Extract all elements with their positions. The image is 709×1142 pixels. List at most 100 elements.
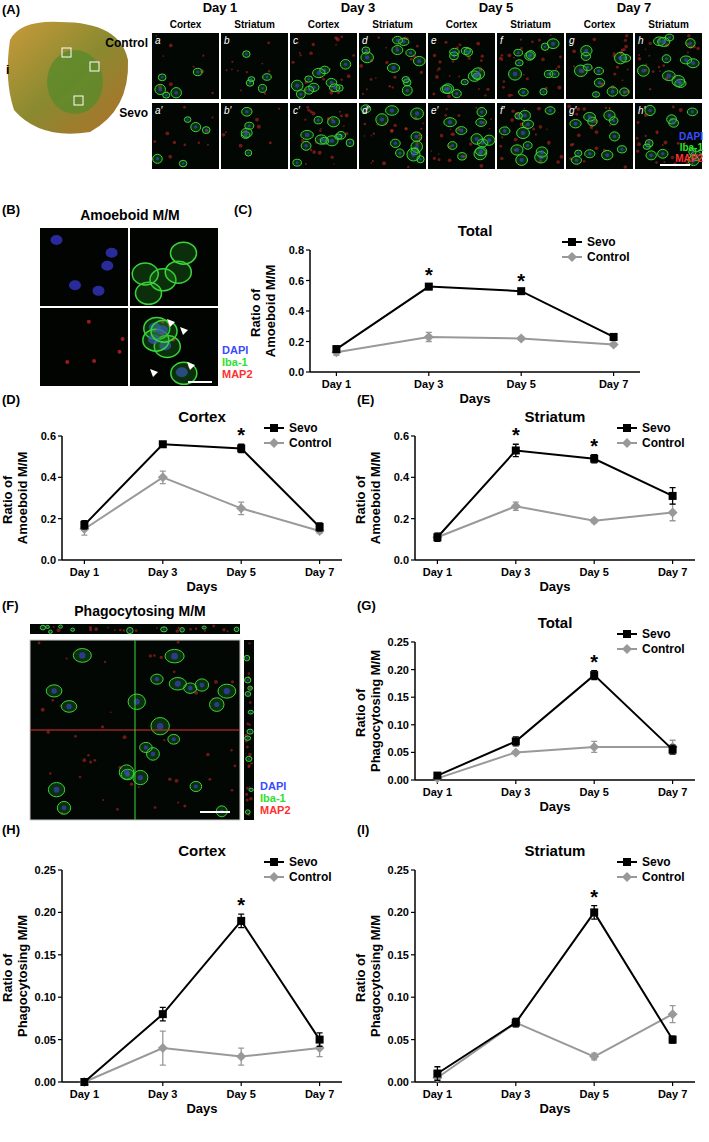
x-tick [594, 1082, 595, 1086]
dapi-nucleus [194, 125, 197, 128]
map2-signal [531, 40, 534, 43]
y-axis [414, 870, 416, 1082]
map2-signal [333, 163, 335, 165]
data-point [512, 737, 520, 745]
legend-label: Sevo [642, 421, 671, 435]
figure: (A)iDay 1CortexStriatumDay 3CortexStriat… [0, 0, 709, 1142]
data-point [433, 772, 441, 780]
iba1-cell [158, 74, 166, 81]
iba1-cell [609, 117, 618, 125]
iba1-cell [617, 146, 626, 153]
x-tick [241, 1082, 242, 1086]
dapi-nucleus [155, 677, 159, 681]
legend-label: Control [642, 870, 685, 884]
map2-signal [246, 71, 248, 73]
iba1-cell [245, 677, 251, 683]
legend-marker [567, 252, 577, 262]
map2-signal [486, 88, 489, 91]
dapi-nucleus [526, 122, 530, 126]
map2-signal [299, 52, 301, 54]
map2-signal [225, 131, 227, 133]
chart: (H)Cortex0.000.050.100.150.200.25Day 1Da… [0, 822, 342, 1116]
map2-signal [231, 680, 234, 683]
dapi-nucleus [523, 114, 527, 118]
iba1-cell [301, 130, 314, 139]
iba1-cell [179, 160, 187, 167]
dapi-nucleus [479, 149, 483, 153]
error-bar [81, 521, 87, 529]
dapi-nucleus [247, 679, 249, 681]
x-tick-label: Day 3 [148, 566, 177, 578]
map2-signal [248, 764, 251, 767]
dapi-nucleus [165, 94, 168, 97]
iba1-cell [245, 150, 252, 156]
map2-signal [538, 39, 541, 42]
x-tick-label: Day 5 [227, 566, 256, 578]
map2-signal [627, 69, 629, 71]
day-label: Day 3 [341, 0, 376, 15]
map2-signal [102, 799, 104, 801]
map2-signal [231, 789, 234, 792]
data-point [236, 1052, 246, 1062]
map2-signal [593, 38, 597, 42]
y-tick-label: 0.2 [289, 336, 304, 348]
y-axis-title-line: Ratio of [0, 472, 15, 524]
dapi-nucleus [691, 110, 695, 114]
dapi-nucleus [308, 89, 311, 92]
x-tick [594, 560, 595, 564]
series-line [84, 444, 319, 527]
dapi-nucleus [448, 120, 452, 124]
data-point [159, 1010, 167, 1018]
dapi-nucleus [665, 57, 668, 60]
map2-signal [435, 75, 439, 79]
iba1-cell [46, 625, 50, 628]
y-tick-label: 0.8 [289, 244, 304, 256]
iba1-cell [193, 68, 202, 75]
map2-signal [156, 627, 158, 629]
data-point [589, 1052, 599, 1062]
micrograph-bg [359, 103, 426, 169]
map2-signal [450, 128, 452, 130]
map2-signal [481, 55, 484, 58]
map2-signal [625, 34, 628, 37]
y-tick [411, 669, 415, 670]
micrograph-bg [152, 33, 219, 99]
x-tick-label: Day 3 [501, 1088, 530, 1100]
map2-signal [444, 114, 447, 117]
micrograph [428, 33, 495, 99]
dapi-nucleus [398, 152, 401, 155]
map2-signal [446, 108, 448, 110]
map2-signal [655, 130, 658, 133]
dapi-nucleus [200, 683, 205, 688]
dapi-nucleus [455, 92, 458, 95]
data-point [433, 1070, 441, 1078]
y-tick-label: 0.2 [41, 513, 56, 525]
dapi-nucleus [396, 38, 400, 42]
map2-signal [458, 43, 461, 46]
map2-signal [659, 70, 661, 72]
chart: (G)Total0.000.050.100.150.200.25Day 1Day… [353, 598, 695, 814]
iba1-cell [583, 64, 592, 70]
legend-marker [622, 644, 632, 654]
y-tick-label: 0.20 [388, 906, 409, 918]
micrograph [290, 33, 357, 99]
iba1-cell [517, 127, 530, 138]
dapi-nucleus [597, 69, 600, 72]
y-tick [58, 477, 62, 478]
dapi-nucleus [295, 84, 299, 88]
y-axis-title: Ratio of Amoeboid M/M [0, 452, 30, 544]
crosshair [135, 640, 136, 820]
channel-label: MAP2 [260, 804, 291, 816]
x-tick [515, 780, 516, 784]
x-axis-title: Days [539, 579, 570, 594]
data-point [316, 1036, 324, 1044]
y-tick [306, 341, 310, 342]
map2-signal [226, 69, 228, 71]
map2-signal [246, 799, 249, 802]
iba1-cell [476, 118, 487, 126]
x-tick-label: Day 3 [501, 566, 530, 578]
map2-signal [222, 628, 225, 631]
map2-signal [249, 797, 252, 800]
map2-signal [245, 793, 248, 796]
y-tick [411, 869, 415, 870]
